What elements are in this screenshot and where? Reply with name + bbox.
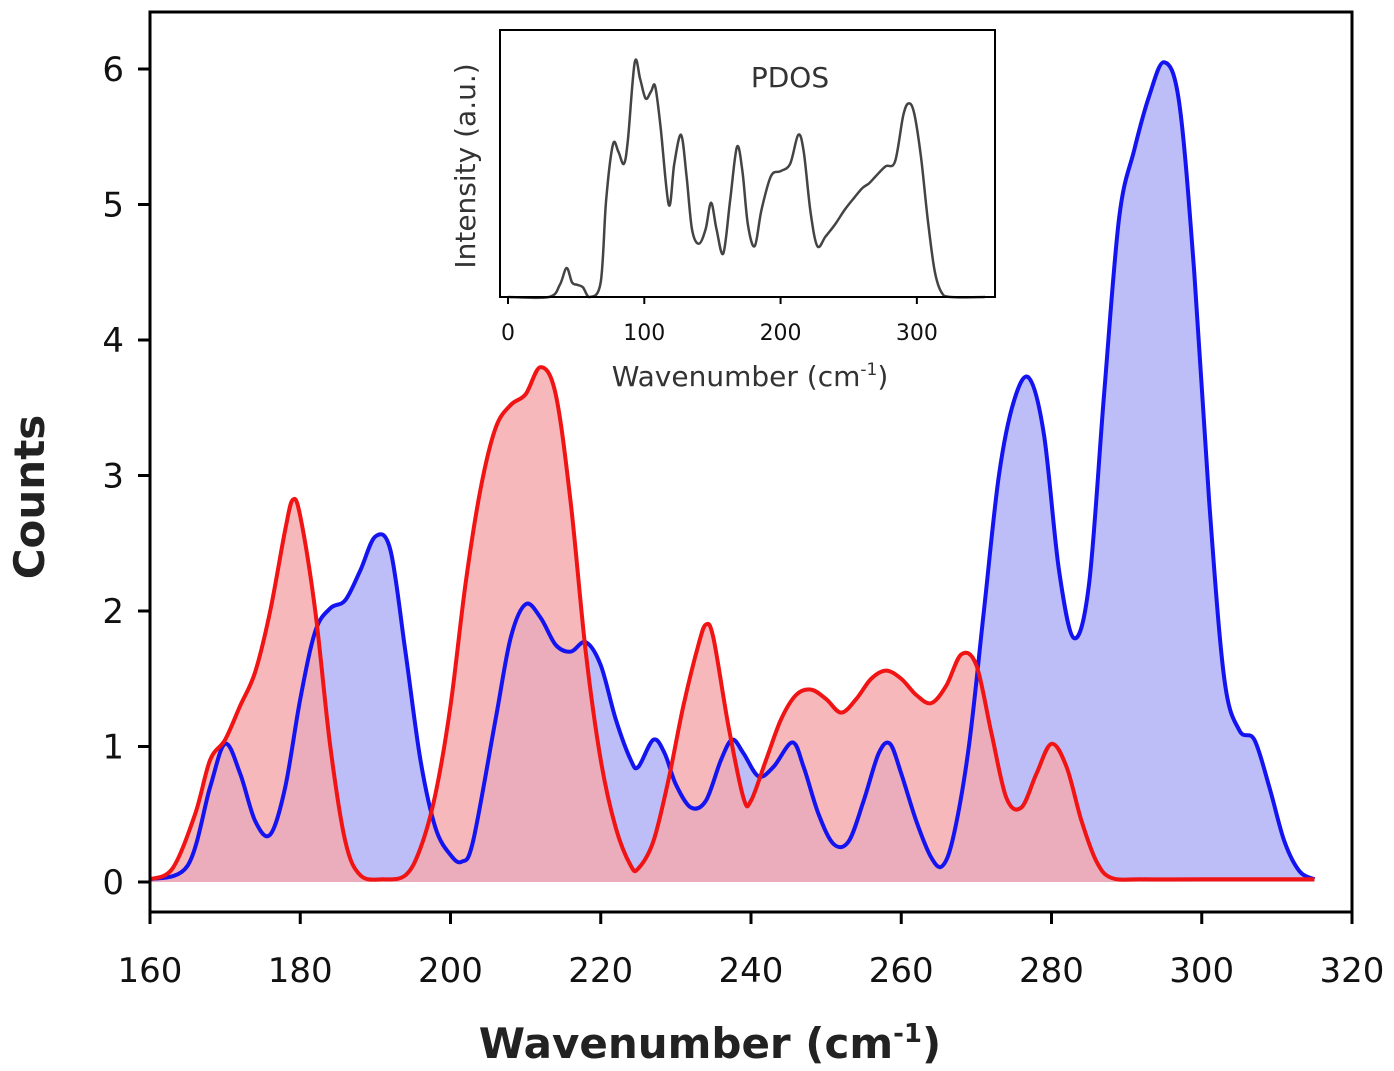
series-0-line [149,60,1316,882]
main-x-axis: 160 180 200 220 240 260 280 300 320 [118,912,1385,991]
series-1-line [149,365,1315,882]
main-y-axis-title: Counts [5,415,54,580]
x-tick-label: 220 [568,951,633,991]
inset-series-layer [507,58,986,300]
inset-x-tick-label: 0 [501,321,515,346]
main-chart: 160 180 200 220 240 260 280 300 320 0 1 2 3 4 5 6 Coun… [5,10,1385,1068]
inset-x-axis-title-sup: -1 [860,360,877,380]
main-x-axis-title: Wavenumber (cm-1) [479,1019,941,1068]
inset-x-axis-title-end: ) [877,360,888,393]
x-tick-label: 320 [1320,951,1385,991]
series-1-area [150,367,1315,883]
inset-plot-frame [499,29,996,298]
y-tick-label: 5 [102,186,124,226]
y-tick-label: 1 [102,728,124,768]
inset-title: PDOS [751,61,829,94]
y-tick-label: 4 [102,321,124,361]
x-tick-label: 180 [268,951,333,991]
inset-chart: 0 100 200 300 PDOS Intensity (a.u.) Wavenum… [449,29,996,393]
main-x-axis-title-end: ) [922,1019,941,1068]
inset-x-tick-label: 200 [760,321,802,346]
y-tick-label: 6 [102,50,124,90]
main-x-axis-title-sup: -1 [893,1019,922,1049]
inset-x-tick-label: 300 [896,321,938,346]
inset-x-axis: 0 100 200 300 [501,297,938,346]
inset-x-axis-title-text: Wavenumber (cm [612,360,861,393]
x-tick-label: 240 [719,951,784,991]
x-tick-label: 160 [118,951,183,991]
y-tick-label: 3 [102,457,124,497]
inset-x-axis-title: Wavenumber (cm-1) [612,360,889,393]
main-x-axis-title-text: Wavenumber (cm [479,1019,893,1068]
x-tick-label: 280 [1019,951,1084,991]
y-tick-label: 0 [102,863,124,903]
y-tick-label: 2 [102,592,124,632]
inset-y-axis-title: Intensity (a.u.) [449,63,482,268]
inset-x-tick-label: 100 [623,321,665,346]
x-tick-label: 300 [1169,951,1234,991]
series-0-area [150,62,1315,882]
inset-series-line [507,58,986,300]
main-series-layer [149,60,1316,883]
main-y-axis: 0 1 2 3 4 5 6 [102,50,150,903]
x-tick-label: 260 [869,951,934,991]
x-tick-label: 200 [418,951,483,991]
inset-background [500,30,995,297]
